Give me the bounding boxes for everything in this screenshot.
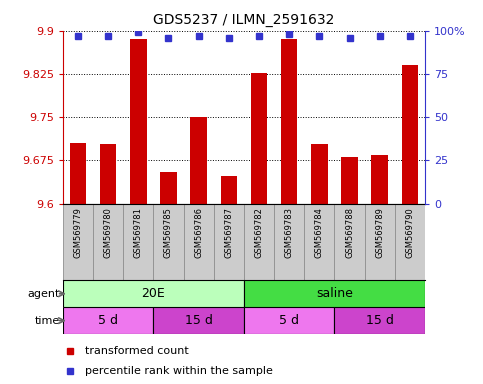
- Bar: [70, 143, 86, 204]
- Bar: [190, 117, 207, 204]
- Bar: [63, 307, 154, 334]
- Text: saline: saline: [316, 287, 353, 300]
- Bar: [93, 204, 123, 280]
- Bar: [304, 204, 334, 280]
- Text: GSM569782: GSM569782: [255, 207, 264, 258]
- Text: GSM569780: GSM569780: [103, 207, 113, 258]
- Title: GDS5237 / ILMN_2591632: GDS5237 / ILMN_2591632: [153, 13, 335, 27]
- Text: GSM569788: GSM569788: [345, 207, 354, 258]
- Bar: [221, 176, 237, 204]
- Text: GSM569783: GSM569783: [284, 207, 294, 258]
- Text: GSM569779: GSM569779: [73, 207, 83, 258]
- Bar: [281, 39, 298, 204]
- Bar: [402, 65, 418, 204]
- Bar: [274, 204, 304, 280]
- Bar: [213, 204, 244, 280]
- Bar: [63, 280, 244, 307]
- Bar: [334, 204, 365, 280]
- Bar: [341, 157, 358, 204]
- Text: GSM569785: GSM569785: [164, 207, 173, 258]
- Text: GSM569789: GSM569789: [375, 207, 384, 258]
- Text: GSM569784: GSM569784: [315, 207, 324, 258]
- Text: 15 d: 15 d: [366, 314, 394, 327]
- Bar: [371, 154, 388, 204]
- Text: percentile rank within the sample: percentile rank within the sample: [85, 366, 272, 376]
- Text: 15 d: 15 d: [185, 314, 213, 327]
- Text: GSM569787: GSM569787: [224, 207, 233, 258]
- Bar: [184, 204, 213, 280]
- Text: 5 d: 5 d: [279, 314, 299, 327]
- Bar: [160, 172, 177, 204]
- Text: GSM569781: GSM569781: [134, 207, 143, 258]
- Bar: [244, 280, 425, 307]
- Bar: [395, 204, 425, 280]
- Bar: [130, 39, 146, 204]
- Bar: [244, 307, 334, 334]
- Bar: [154, 307, 244, 334]
- Bar: [154, 204, 184, 280]
- Text: GSM569786: GSM569786: [194, 207, 203, 258]
- Bar: [334, 307, 425, 334]
- Text: agent: agent: [28, 289, 60, 299]
- Bar: [311, 144, 327, 204]
- Bar: [100, 144, 116, 204]
- Text: 5 d: 5 d: [98, 314, 118, 327]
- Text: GSM569790: GSM569790: [405, 207, 414, 258]
- Text: transformed count: transformed count: [85, 346, 188, 356]
- Text: time: time: [34, 316, 60, 326]
- Bar: [251, 73, 267, 204]
- Bar: [365, 204, 395, 280]
- Bar: [244, 204, 274, 280]
- Text: 20E: 20E: [142, 287, 165, 300]
- Bar: [63, 204, 93, 280]
- Bar: [123, 204, 154, 280]
